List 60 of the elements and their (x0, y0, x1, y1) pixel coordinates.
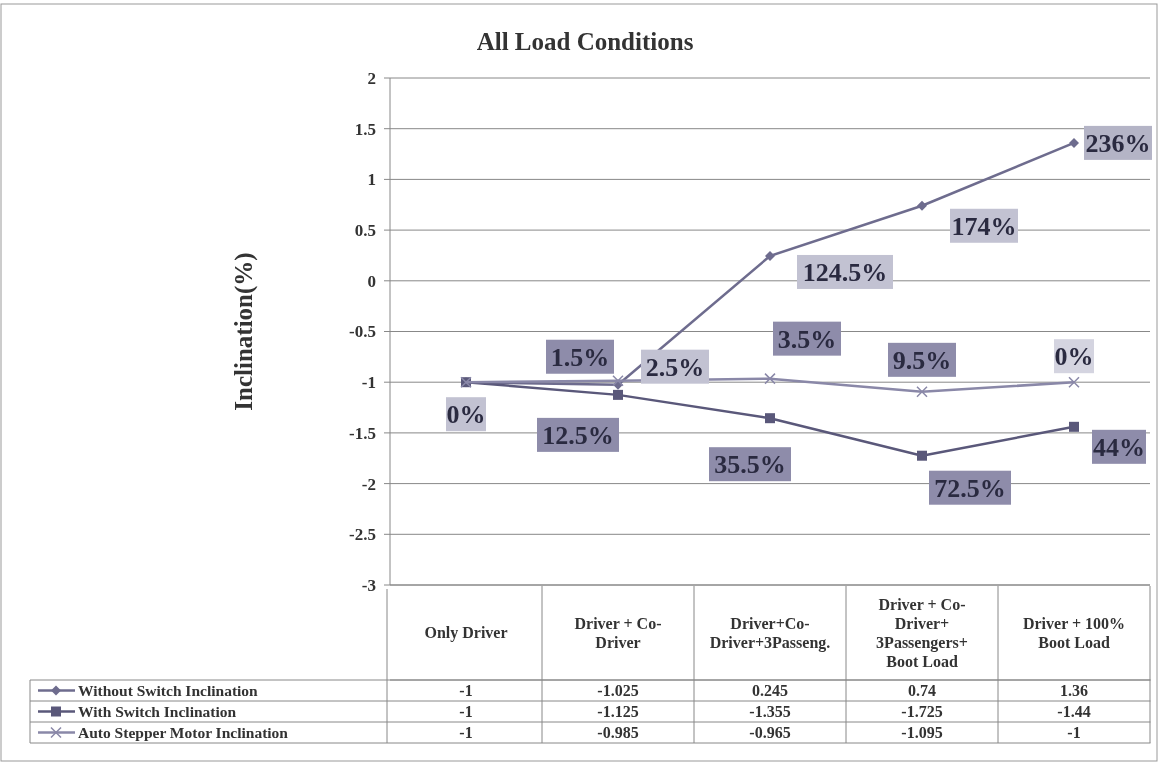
data-label: -1.44 (1057, 703, 1091, 721)
annotation: 3.5% (777, 324, 837, 354)
data-label: -1.355 (749, 703, 791, 721)
y-tick-label: -2 (361, 474, 376, 494)
data-label: 0.245 (752, 682, 788, 700)
x-tick-label: Driver + 100% Boot Load (1022, 614, 1126, 651)
point (916, 386, 928, 398)
annotation: 12.5% (542, 420, 614, 450)
point (1069, 421, 1079, 432)
data-label: 0.74 (908, 682, 936, 700)
y-tick-label: 2 (367, 68, 376, 88)
point (1068, 376, 1080, 388)
y-tick-label: -0.5 (349, 322, 376, 342)
point (917, 450, 927, 461)
y-tick-label: 1.5 (354, 119, 376, 139)
data-label: -1.125 (597, 703, 639, 721)
x-tick-label: Driver + Co-Driver (574, 614, 662, 651)
data-label: -1 (459, 724, 473, 742)
point (613, 389, 623, 400)
point (765, 250, 775, 261)
annotation: 0% (446, 400, 486, 430)
annotation: 44% (1093, 432, 1145, 462)
data-label: 1.36 (1060, 682, 1088, 700)
x-tick-label: Driver + Co-Driver+ 3Passengers+ Boot Load (876, 595, 968, 670)
data-label: -0.965 (749, 724, 791, 742)
y-tick-label: -1 (361, 373, 376, 393)
y-tick-label: -2.5 (349, 525, 376, 545)
y-tick-label: 0.5 (354, 221, 376, 241)
annotation: 0% (1054, 342, 1094, 372)
point (917, 200, 927, 211)
y-axis-title: Inclination(%) (230, 252, 258, 411)
annotation: 9.5% (892, 345, 952, 375)
legend-label: Without Switch Inclination (78, 681, 259, 699)
point (764, 372, 776, 385)
chart-title: All Load Conditions (476, 28, 694, 55)
data-label: -1 (1067, 724, 1081, 742)
point (1069, 137, 1079, 148)
y-tick-label: 0 (367, 271, 376, 291)
x-tick-label: Only Driver (424, 624, 508, 643)
legend-label: With Switch Inclination (78, 702, 237, 720)
annotation: 2.5% (645, 352, 705, 382)
point (765, 413, 775, 424)
y-tick-label: -3 (361, 575, 376, 595)
y-tick-label: 1 (367, 170, 376, 190)
data-label: -0.985 (597, 724, 639, 742)
point (612, 374, 624, 387)
annotation: 72.5% (934, 473, 1006, 503)
annotation: 236% (1085, 129, 1151, 158)
y-tick-label: -1.5 (349, 423, 376, 443)
data-label: -1 (459, 703, 473, 721)
annotation: 35.5% (714, 450, 786, 480)
annotation: 1.5% (550, 342, 610, 372)
data-label: -1.095 (901, 724, 943, 742)
annotation: 124.5% (802, 258, 888, 288)
annotation: 174% (951, 211, 1017, 241)
data-label: -1.725 (901, 703, 943, 721)
x-tick-label: Driver+Co-Driver+3Passeng. (709, 614, 831, 652)
data-label: -1 (459, 682, 473, 700)
data-label: -1.025 (597, 682, 639, 700)
legend-label: Auto Stepper Motor Inclination (78, 723, 289, 741)
